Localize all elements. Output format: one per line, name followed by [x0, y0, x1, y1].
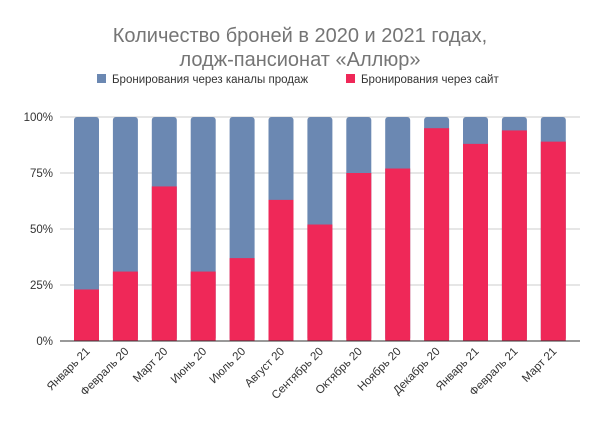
x-tick-label: Июль 20 — [208, 346, 249, 387]
legend-swatch-site — [346, 74, 355, 83]
legend: Бронирования через каналы продаж Брониро… — [97, 74, 499, 86]
x-tick-label: Июнь 20 — [169, 346, 209, 386]
bar-site — [229, 258, 255, 341]
legend-label-site: Бронирования через сайт — [361, 74, 499, 86]
bar-site — [307, 224, 333, 341]
bar-site — [268, 199, 294, 341]
y-tick-label: 0% — [36, 336, 53, 348]
y-tick-label: 25% — [30, 280, 53, 292]
bar-site — [385, 168, 411, 341]
bar-site — [74, 289, 99, 341]
bar-site — [190, 271, 216, 341]
bar-site — [151, 186, 177, 341]
bar-site — [112, 271, 138, 341]
chart-title-line-2: лодж-пансионат «Аллюр» — [179, 49, 420, 71]
y-tick-label: 100% — [24, 112, 53, 124]
bar-site — [424, 128, 450, 341]
y-tick-label: 50% — [30, 224, 53, 236]
x-tick-label: Март 20 — [131, 346, 170, 385]
bar-channels — [74, 117, 99, 341]
bar-site — [346, 173, 372, 341]
bar-site — [540, 141, 566, 341]
bar-site — [463, 143, 488, 341]
y-tick-label: 75% — [30, 168, 53, 180]
chart-title-line-1: Количество броней в 2020 и 2021 годах, — [113, 25, 487, 47]
bar-site — [501, 130, 527, 341]
x-tick-label: Март 21 — [520, 346, 559, 385]
legend-label-channels: Бронирования через каналы продаж — [112, 74, 308, 86]
legend-swatch-channels — [97, 74, 106, 83]
